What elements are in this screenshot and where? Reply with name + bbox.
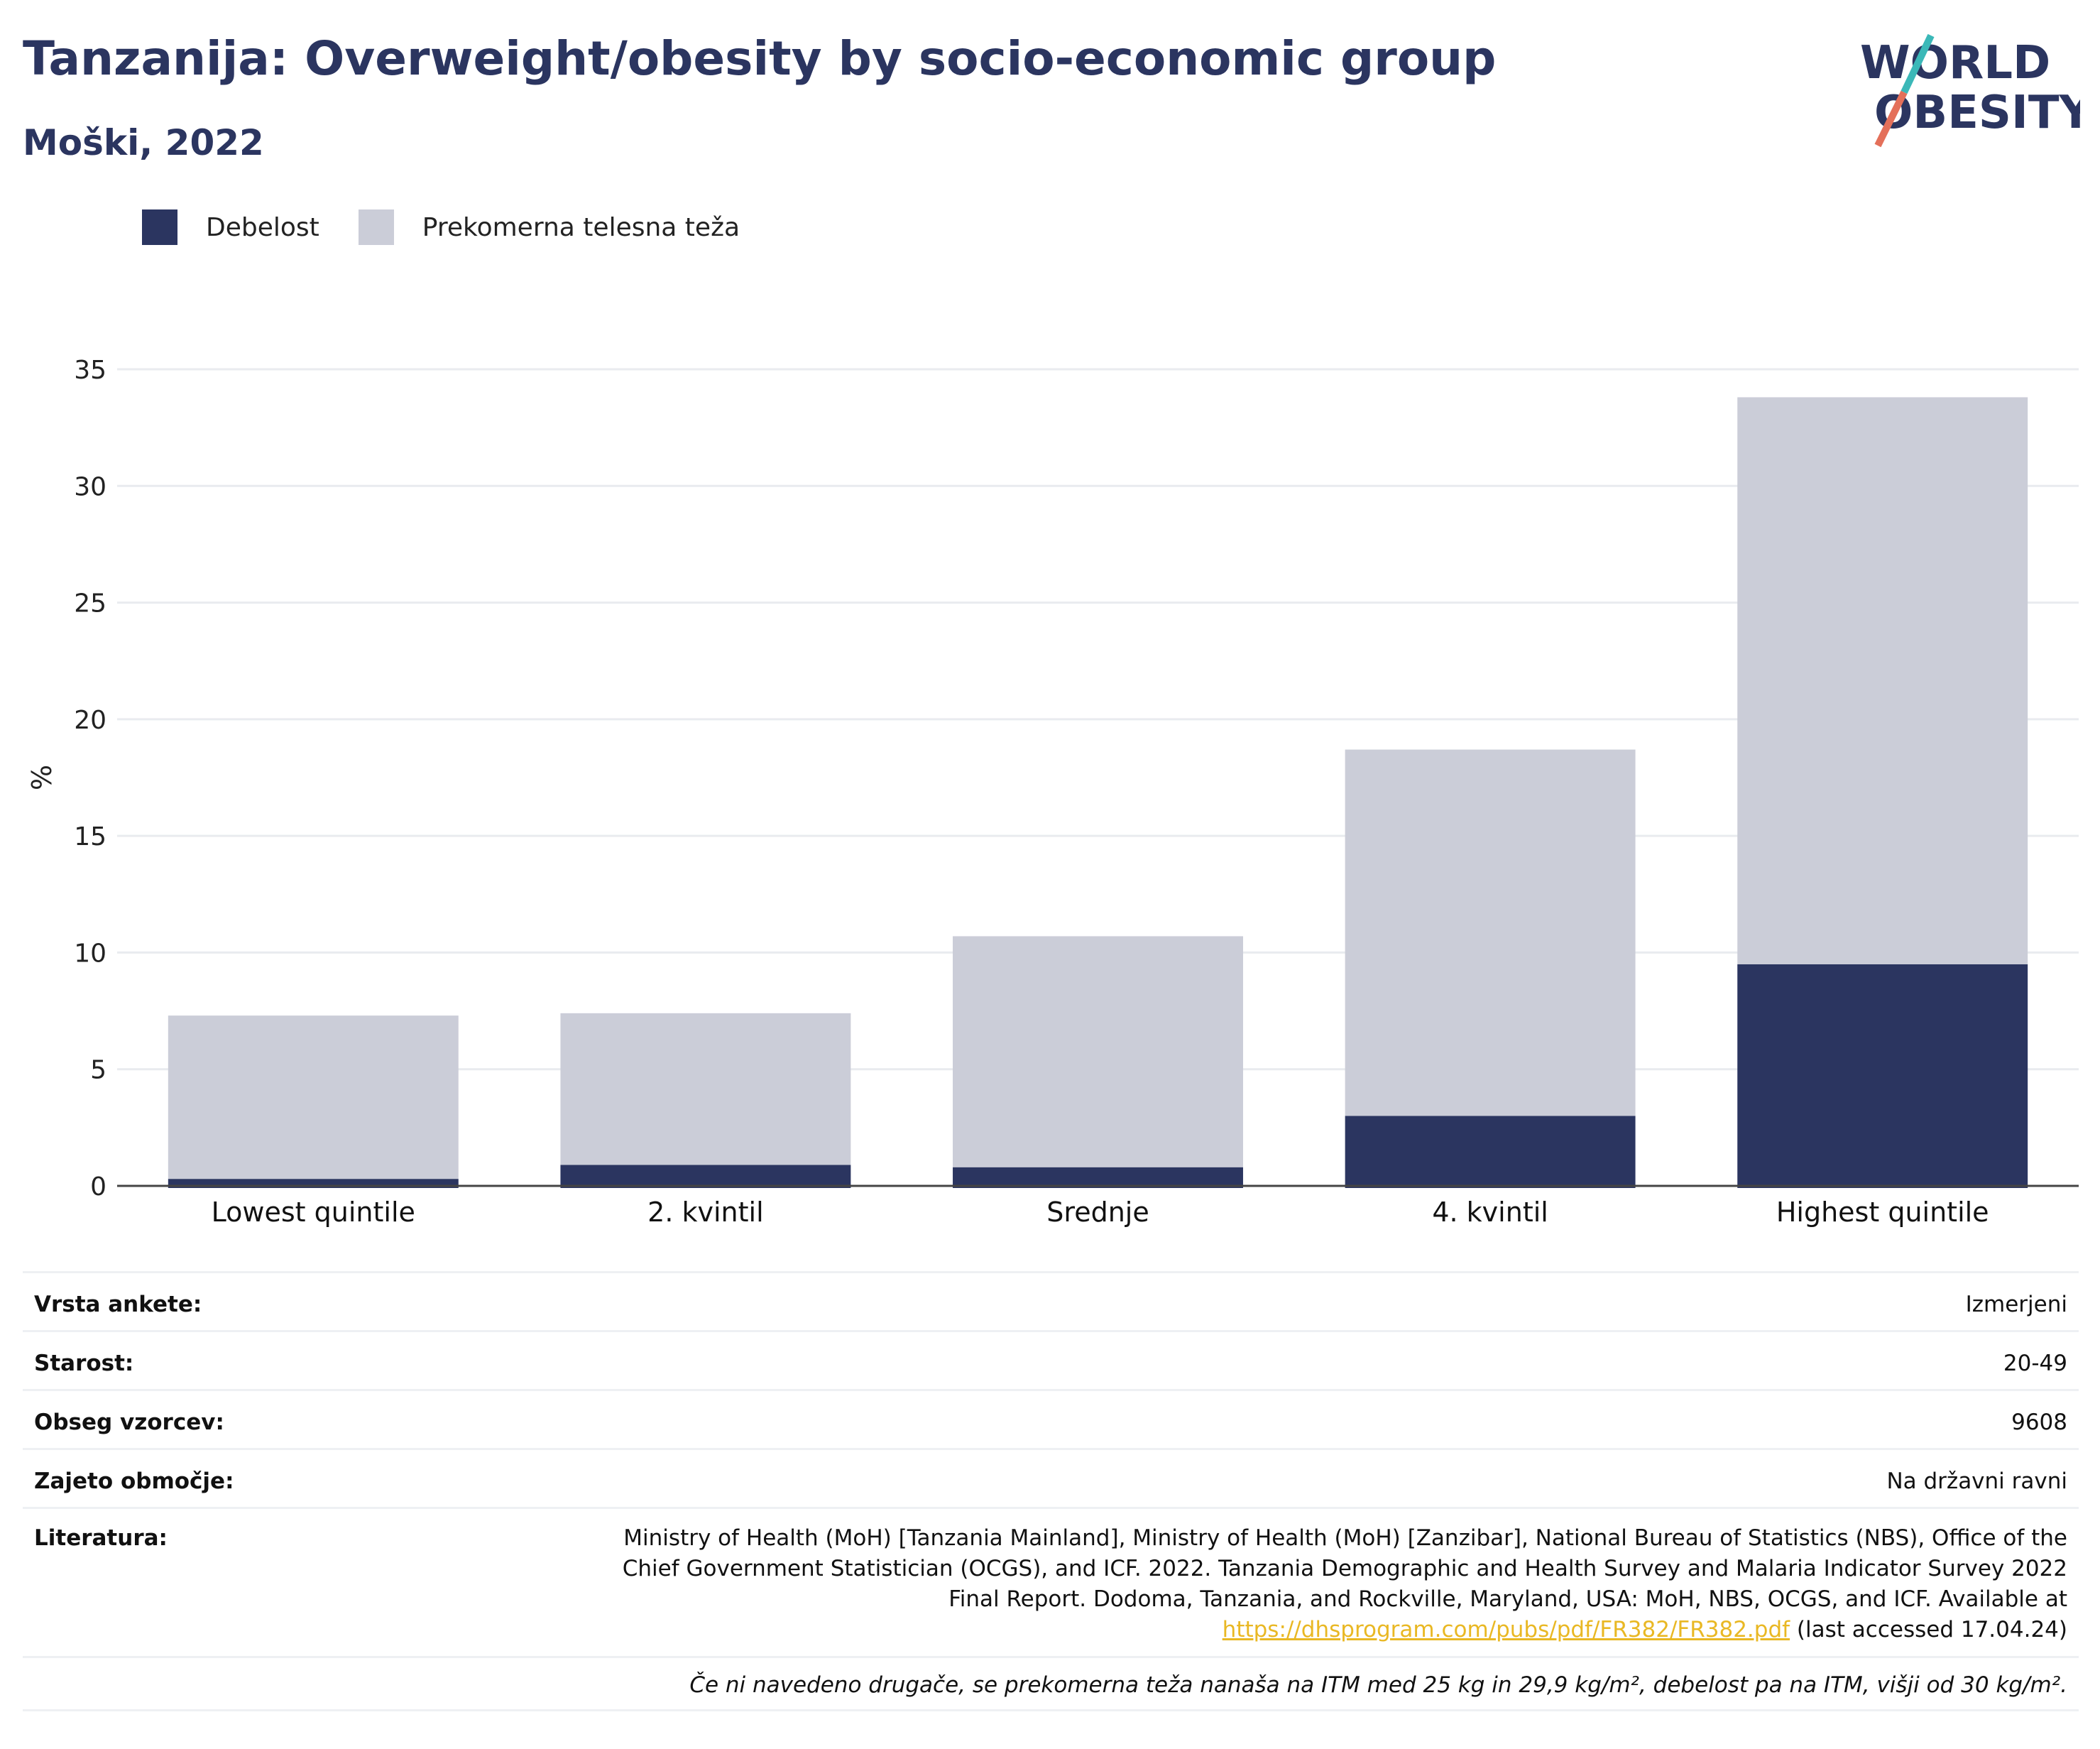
logo-slash-top — [1901, 33, 1935, 94]
info-label: Starost: — [34, 1351, 134, 1376]
world-obesity-logo: WORLD OBESITY — [1860, 33, 2080, 148]
bar-prekomerna — [560, 1013, 851, 1165]
info-row-coverage: Zajeto območje: Na državni ravni — [23, 1448, 2079, 1507]
legend-label-prekomerna: Prekomerna telesna teža — [422, 212, 740, 242]
bar-prekomerna — [1737, 397, 2028, 964]
x-tick-label: 2. kvintil — [647, 1197, 764, 1228]
y-tick-label: 35 — [74, 356, 106, 385]
bar-prekomerna — [953, 936, 1243, 1167]
bar-chart: 0 5 10 15 20 25 30 35% Lowest quintile 2. kvintil… — [26, 356, 2079, 1228]
info-value: 9608 — [2011, 1410, 2067, 1435]
literature-citation: Ministry of Health (MoH) [Tanzania Mainl… — [622, 1525, 2067, 1612]
logo-line2: OBESITY — [1874, 87, 2080, 139]
info-row-sample-size: Obseg vzorcev: 9608 — [23, 1389, 2079, 1448]
y-tick-label: 25 — [74, 589, 106, 619]
chart-legend: Debelost Prekomerna telesna teža — [142, 209, 779, 245]
legend-swatch-prekomerna — [358, 209, 394, 245]
info-value: Izmerjeni — [1965, 1292, 2067, 1317]
bar-debelost — [1737, 964, 2028, 1188]
x-tick-label: Highest quintile — [1776, 1197, 1989, 1228]
y-tick-label: 20 — [74, 706, 106, 735]
y-tick-label: 15 — [74, 822, 106, 851]
bar-debelost — [1345, 1116, 1636, 1188]
bar-debelost — [560, 1165, 851, 1188]
info-label: Zajeto območje: — [34, 1469, 234, 1494]
survey-info-table: Vrsta ankete: Izmerjeni Starost: 20-49 O… — [23, 1271, 2079, 1711]
bar-prekomerna — [168, 1015, 459, 1179]
info-row-literature: Literatura: Ministry of Health (MoH) [Ta… — [23, 1507, 2079, 1656]
info-value: 20-49 — [2003, 1351, 2067, 1376]
info-label: Vrsta ankete: — [34, 1292, 202, 1317]
logo-slash-bottom — [1874, 90, 1908, 148]
info-value: Na državni ravni — [1886, 1469, 2067, 1494]
page-subtitle: Moški, 2022 — [23, 122, 264, 163]
legend-label-debelost: Debelost — [206, 212, 319, 242]
info-row-age: Starost: 20-49 — [23, 1330, 2079, 1389]
y-tick-label: 0 — [90, 1172, 106, 1202]
info-label: Literatura: — [34, 1525, 168, 1551]
x-tick-label: 4. kvintil — [1432, 1197, 1548, 1228]
legend-swatch-debelost — [142, 209, 177, 245]
page-title: Tanzanija: Overweight/obesity by socio-e… — [23, 31, 1497, 86]
logo-line1: WORLD — [1860, 37, 2050, 89]
x-tick-label: Srednje — [1046, 1197, 1149, 1228]
y-tick-label: 5 — [90, 1056, 106, 1085]
literature-link[interactable]: https://dhsprogram.com/pubs/pdf/FR382/FR… — [1222, 1617, 1790, 1642]
y-tick-label: 10 — [74, 939, 106, 968]
literature-accessed: (last accessed 17.04.24) — [1796, 1617, 2067, 1642]
y-tick-label: 30 — [74, 472, 106, 501]
x-tick-label: Lowest quintile — [212, 1197, 415, 1228]
definition-note: Če ni navedeno drugače, se prekomerna te… — [23, 1656, 2079, 1711]
literature-text: Ministry of Health (MoH) [Tanzania Mainl… — [612, 1523, 2067, 1645]
info-row-survey-type: Vrsta ankete: Izmerjeni — [23, 1271, 2079, 1330]
bar-prekomerna — [1345, 749, 1636, 1116]
y-axis-label: % — [26, 765, 58, 790]
bar-debelost — [953, 1167, 1243, 1188]
info-label: Obseg vzorcev: — [34, 1410, 224, 1435]
